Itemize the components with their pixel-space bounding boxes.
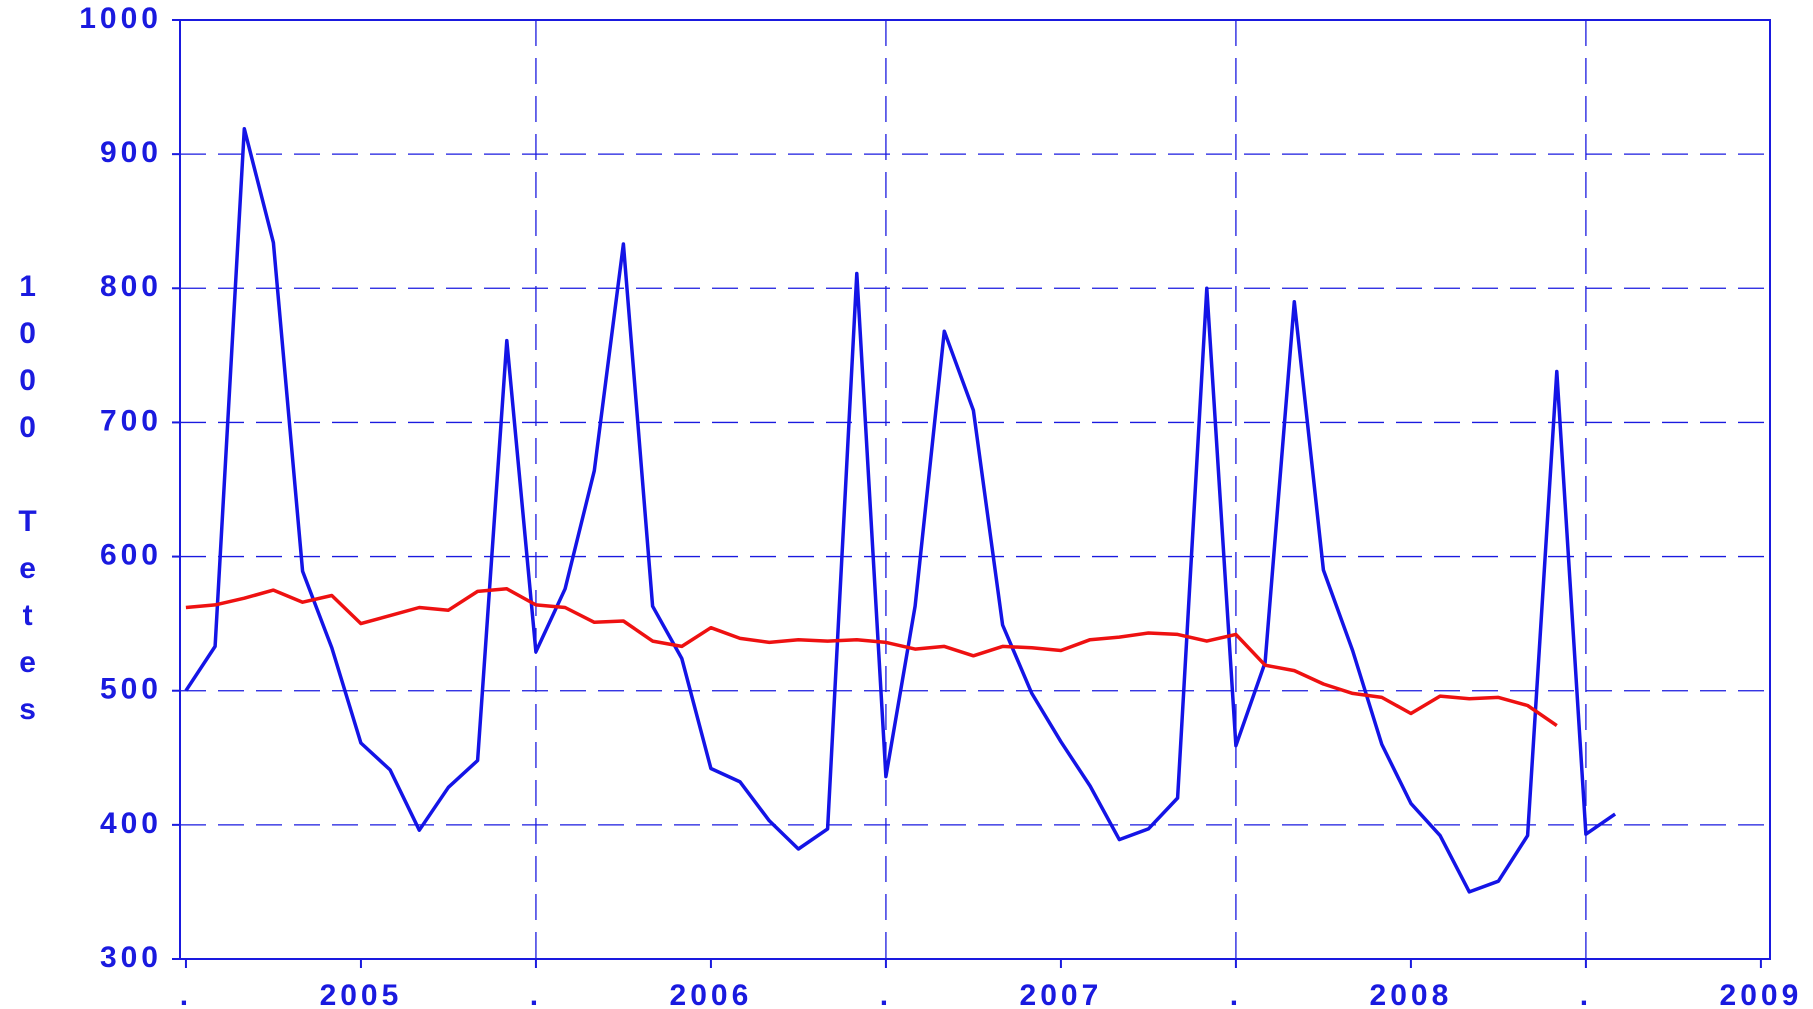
y-tick-label: 900 <box>100 136 162 169</box>
y-tick-label: 1000 <box>79 2 162 35</box>
y-tick-label: 800 <box>100 270 162 303</box>
x-tick-label: 2005 <box>320 979 403 1009</box>
x-tick-label: . <box>180 979 192 1009</box>
y-axis-label: 1000 Tetes <box>11 270 44 740</box>
x-tick-label: 2006 <box>670 979 753 1009</box>
y-tick-label: 600 <box>100 538 162 571</box>
x-tick-label: . <box>880 979 892 1009</box>
y-tick-label: 400 <box>100 807 162 840</box>
x-tick-label: 2008 <box>1370 979 1453 1009</box>
x-tick-label: . <box>530 979 542 1009</box>
x-tick-label: . <box>1580 979 1592 1009</box>
y-tick-label: 300 <box>100 941 162 974</box>
y-tick-label: 700 <box>100 404 162 437</box>
plot-frame <box>179 19 1771 960</box>
y-tick-label: 500 <box>100 673 162 706</box>
x-tick-label: 2009 <box>1720 979 1803 1009</box>
x-tick-label: 2007 <box>1020 979 1103 1009</box>
series-line <box>185 587 1558 728</box>
series-line <box>184 126 1617 894</box>
x-tick-label: . <box>1230 979 1242 1009</box>
